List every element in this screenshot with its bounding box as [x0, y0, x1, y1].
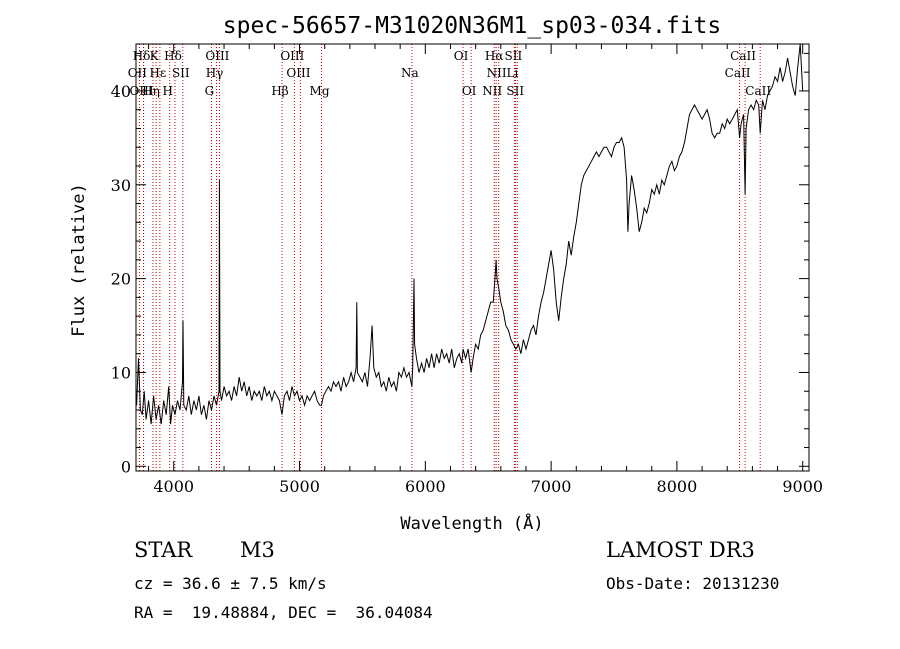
line-label: Li — [506, 66, 518, 80]
line-label: OI — [462, 84, 477, 98]
line-label: Hα — [485, 49, 504, 63]
line-label: OI — [454, 49, 469, 63]
line-label: OIII — [286, 66, 310, 80]
line-markers — [138, 44, 761, 471]
line-label: K — [150, 49, 160, 63]
x-tick-label: 5000 — [279, 477, 320, 496]
x-tick-label: 6000 — [405, 477, 446, 496]
observation-date: Obs-Date: 20131230 — [606, 574, 780, 593]
line-label: NII — [487, 66, 507, 80]
line-label: Hβ — [271, 84, 288, 98]
line-label: OIII — [130, 84, 154, 98]
line-label: Hε — [150, 66, 167, 80]
line-label: H — [162, 84, 172, 98]
redshift-velocity: cz = 36.6 ± 7.5 km/s — [134, 574, 327, 593]
line-label: NII — [482, 84, 502, 98]
x-tick-label: 4000 — [153, 477, 194, 496]
line-label: SII — [506, 84, 524, 98]
line-label: SII — [505, 49, 523, 63]
object-subclass: M3 — [240, 538, 275, 562]
line-label: Na — [401, 66, 419, 80]
axis-ticks: 4000 5000 6000 7000 8000 9000 0 10 20 30 40 — [111, 44, 823, 496]
line-label: SII — [172, 66, 190, 80]
line-label: Mg — [310, 84, 330, 98]
object-class: STAR — [134, 538, 193, 562]
x-tick-label: 9000 — [782, 477, 823, 496]
x-tick-label: 7000 — [531, 477, 572, 496]
y-tick-label: 20 — [111, 270, 131, 289]
y-tick-label: 10 — [111, 363, 131, 382]
survey-name: LAMOST DR3 — [606, 538, 755, 562]
y-tick-label: 30 — [111, 176, 131, 195]
chart-title: spec-56657-M31020N36M1_sp03-034.fits — [223, 13, 722, 39]
x-axis-label: Wavelength (Å) — [400, 512, 543, 534]
spectrum-line — [136, 43, 804, 425]
y-tick-label: 40 — [111, 82, 131, 101]
line-label: Hδ — [133, 49, 151, 63]
y-tick-label: 0 — [121, 457, 131, 476]
line-label: OII — [128, 66, 148, 80]
line-label: OIII — [280, 49, 304, 63]
line-label: Hδ — [164, 49, 182, 63]
y-axis-label: Flux (relative) — [69, 183, 89, 337]
line-label: CaII — [730, 49, 756, 63]
ra-dec-coordinates: RA = 19.48884, DEC = 36.04084 — [134, 603, 433, 622]
line-label: OIII — [205, 49, 229, 63]
x-tick-label: 8000 — [657, 477, 698, 496]
line-label: Hγ — [206, 66, 224, 80]
plot-frame — [135, 43, 810, 472]
line-label: CaII — [745, 84, 771, 98]
line-label: CaII — [725, 66, 751, 80]
line-label: Hη — [142, 84, 160, 98]
line-label: G — [205, 84, 215, 98]
